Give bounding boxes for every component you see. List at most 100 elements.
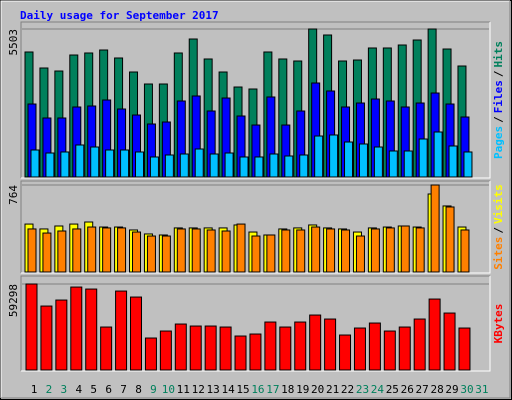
bar [75, 144, 85, 178]
bar [25, 283, 38, 371]
legend-entry: Sites [492, 237, 505, 270]
bar [443, 312, 456, 371]
bar [299, 154, 309, 178]
bar [249, 333, 262, 371]
bar [146, 235, 156, 273]
bar [236, 223, 246, 273]
bar [428, 298, 441, 371]
x-tick-label: 8 [135, 383, 142, 396]
bar [403, 150, 413, 178]
x-tick-label: 1 [31, 383, 38, 396]
bar [296, 229, 306, 273]
bar [55, 299, 68, 371]
x-tick-label: 11 [177, 383, 190, 396]
x-tick-label: 22 [341, 383, 354, 396]
bar [120, 149, 130, 178]
bar [358, 143, 368, 178]
bar [463, 151, 473, 178]
bar [309, 314, 322, 371]
x-tick-label: 13 [207, 383, 220, 396]
bar [45, 152, 55, 178]
legend-separator: / [492, 70, 505, 77]
x-tick-label: 2 [46, 383, 53, 396]
legend-separator: / [492, 116, 505, 123]
bar [191, 228, 201, 273]
bar [279, 326, 292, 371]
bar [40, 305, 53, 371]
bar [72, 228, 82, 273]
panel-bevel-dark [20, 275, 490, 371]
bar [281, 229, 291, 273]
bar [385, 227, 395, 273]
bar [383, 330, 396, 371]
panel-bevel-light [21, 22, 491, 179]
y-tick-label: 764 [7, 185, 20, 205]
x-tick-label: 3 [61, 383, 68, 396]
x-tick-label: 4 [75, 383, 82, 396]
bar [373, 146, 383, 178]
x-tick-label: 19 [296, 383, 309, 396]
bar [326, 228, 336, 273]
bar [458, 327, 471, 371]
x-tick-label: 14 [221, 383, 235, 396]
x-tick-label: 9 [150, 383, 157, 396]
bar [370, 228, 380, 273]
x-tick-label: 27 [416, 383, 429, 396]
x-tick-label: 15 [236, 383, 249, 396]
x-tick-label: 31 [475, 383, 488, 396]
bar [418, 138, 428, 178]
bar [314, 135, 324, 178]
x-tick-label: 25 [386, 383, 399, 396]
bar [194, 148, 204, 178]
x-tick-label: 28 [430, 383, 443, 396]
x-tick-label: 21 [326, 383, 339, 396]
x-tick-label: 5 [90, 383, 97, 396]
bar [132, 231, 142, 273]
bar [294, 321, 307, 371]
legend-entry: Hits [492, 41, 505, 68]
bar [344, 141, 354, 178]
panel-bevel-light [21, 276, 491, 372]
bar [460, 229, 470, 273]
bar [70, 286, 83, 371]
bar [115, 290, 128, 371]
bar [42, 232, 52, 273]
bar [102, 227, 112, 273]
panel-bevel-light [21, 181, 491, 274]
legend-entry: Pages [492, 126, 505, 159]
x-tick-label: 29 [445, 383, 458, 396]
bar [448, 145, 458, 178]
bar [413, 318, 426, 371]
legend-entry: KBytes [492, 304, 505, 344]
bar [189, 325, 202, 371]
bar [311, 226, 321, 273]
x-tick-label: 6 [105, 383, 112, 396]
bar [264, 321, 277, 371]
bar [100, 326, 113, 371]
bar [117, 227, 127, 273]
bar [174, 323, 187, 371]
y-tick-label: 5503 [7, 29, 20, 56]
bar [176, 228, 186, 273]
bar [204, 325, 217, 371]
bar [87, 226, 97, 273]
x-tick-label: 18 [281, 383, 294, 396]
bar [398, 326, 411, 371]
legend-entry: Visits [492, 184, 505, 224]
bar [251, 235, 261, 273]
bar [30, 149, 40, 178]
bar [353, 327, 366, 371]
bar [339, 334, 352, 371]
x-tick-label: 12 [192, 383, 205, 396]
bar [415, 227, 425, 273]
x-tick-label: 23 [356, 383, 369, 396]
bar [206, 229, 216, 273]
bar [219, 326, 232, 371]
bar [266, 234, 276, 273]
x-tick-label: 26 [401, 383, 414, 396]
panel-bevel-dark [20, 21, 490, 178]
bar [90, 146, 100, 178]
bar [400, 225, 410, 273]
